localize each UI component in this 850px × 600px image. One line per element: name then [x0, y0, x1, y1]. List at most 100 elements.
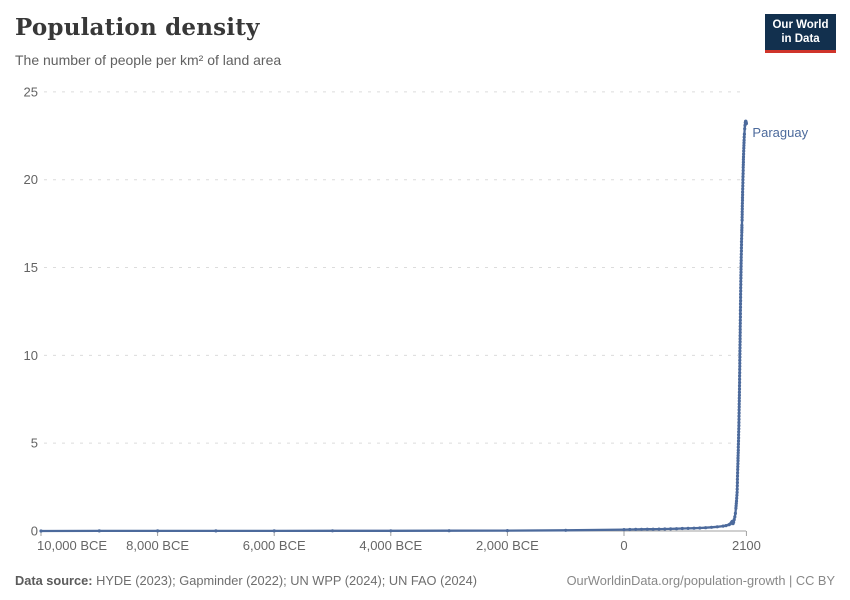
- data-point-marker: [740, 204, 744, 208]
- data-point-marker: [698, 526, 702, 530]
- owid-logo-line2: in Data: [781, 33, 820, 46]
- data-point-marker: [737, 405, 741, 409]
- data-point-marker: [739, 264, 743, 268]
- data-point-marker: [742, 135, 746, 139]
- series-line-paraguay[interactable]: [39, 120, 748, 533]
- data-point-marker: [742, 146, 746, 150]
- data-point-marker: [741, 193, 745, 197]
- data-point-marker: [741, 190, 745, 194]
- data-point-marker: [738, 343, 742, 347]
- data-point-marker: [657, 527, 661, 531]
- data-point-marker: [741, 172, 745, 176]
- data-point-marker: [739, 276, 743, 280]
- data-point-marker: [739, 292, 743, 296]
- x-axis-tick-label: 0: [620, 538, 627, 553]
- owid-logo-line1: Our World: [772, 19, 829, 31]
- data-point-marker: [738, 327, 742, 332]
- data-point-marker: [447, 529, 451, 533]
- data-point-marker: [734, 504, 738, 508]
- data-source-label: Data source:: [15, 573, 93, 588]
- data-point-marker: [736, 445, 740, 449]
- data-point-marker: [97, 529, 101, 533]
- data-point-marker: [740, 233, 744, 238]
- data-point-marker: [738, 340, 742, 344]
- data-point-marker: [740, 210, 744, 214]
- data-point-marker: [741, 187, 745, 191]
- credit-link[interactable]: OurWorldinData.org/population-growth | C…: [566, 573, 835, 588]
- data-point-marker: [741, 168, 745, 173]
- data-point-marker: [721, 524, 725, 528]
- data-point-marker: [734, 501, 738, 506]
- data-point-marker: [715, 525, 719, 529]
- data-point-marker: [674, 527, 679, 531]
- data-point-marker: [740, 207, 744, 211]
- data-point-marker: [736, 471, 740, 475]
- x-axis-tick-label: 2100: [732, 538, 761, 553]
- data-point-marker: [663, 527, 667, 531]
- data-point-marker: [738, 358, 742, 362]
- data-point-marker: [741, 160, 746, 164]
- data-point-marker: [732, 518, 736, 522]
- data-point-marker: [639, 527, 644, 531]
- data-point-marker: [742, 152, 746, 156]
- data-point-marker: [737, 396, 741, 400]
- data-point-marker: [737, 411, 741, 415]
- data-point-marker: [739, 267, 743, 271]
- data-point-marker: [214, 529, 218, 533]
- data-point-marker: [738, 352, 742, 356]
- data-source-text: Data source: HYDE (2023); Gapminder (202…: [15, 573, 478, 588]
- data-point-marker: [740, 198, 745, 202]
- data-point-marker: [737, 427, 741, 431]
- data-point-marker: [738, 321, 742, 325]
- data-point-marker: [736, 453, 740, 458]
- data-point-marker: [739, 282, 743, 287]
- data-point-marker: [738, 355, 742, 359]
- data-point-marker: [272, 529, 276, 533]
- series-end-label[interactable]: Paraguay: [752, 124, 809, 140]
- data-point-marker: [739, 246, 744, 250]
- data-point-marker: [737, 387, 742, 391]
- data-point-marker: [738, 371, 742, 375]
- data-point-marker: [738, 308, 743, 312]
- data-point-marker: [735, 490, 739, 494]
- data-point-marker: [738, 346, 742, 350]
- chart-subtitle: The number of people per km² of land are…: [15, 52, 282, 68]
- y-axis-tick-label: 25: [24, 84, 38, 99]
- data-point-marker: [737, 424, 741, 428]
- x-axis-tick-label: 2,000 BCE: [476, 538, 539, 553]
- data-point-marker: [680, 526, 684, 531]
- data-point-marker: [738, 364, 742, 368]
- data-point-marker: [651, 527, 655, 531]
- data-point-marker: [738, 367, 742, 371]
- chart-canvas[interactable]: 0 5 10 15 20 25 10,000 BCE 8,000 BCE 6,000 BCE 4,…: [0, 0, 850, 560]
- data-point-marker: [739, 299, 743, 303]
- owid-logo[interactable]: Our World in Data: [765, 14, 836, 53]
- data-point-marker: [740, 215, 744, 219]
- data-point-marker: [735, 477, 740, 481]
- data-point-marker: [741, 157, 746, 162]
- data-point-marker: [724, 524, 728, 528]
- data-point-marker: [738, 349, 742, 353]
- data-point-marker: [741, 181, 745, 185]
- data-point-marker: [740, 218, 744, 222]
- data-point-marker: [739, 258, 743, 263]
- data-point-marker: [736, 456, 740, 460]
- data-point-marker: [739, 273, 743, 277]
- data-point-marker: [737, 390, 742, 394]
- data-point-marker: [742, 138, 746, 142]
- data-point-marker: [737, 433, 741, 437]
- data-point-marker: [735, 496, 739, 500]
- x-axis-tick-label: 6,000 BCE: [243, 538, 306, 553]
- data-point-marker: [738, 318, 742, 322]
- data-point-marker: [738, 380, 742, 385]
- data-point-marker: [733, 511, 738, 515]
- data-point-marker: [742, 149, 746, 153]
- data-point-marker: [738, 315, 743, 319]
- data-point-marker: [735, 481, 740, 485]
- data-point-marker: [738, 334, 742, 338]
- data-point-marker: [739, 295, 743, 299]
- data-point-marker: [739, 243, 744, 247]
- data-point-marker: [738, 312, 743, 316]
- data-point-marker: [628, 527, 632, 532]
